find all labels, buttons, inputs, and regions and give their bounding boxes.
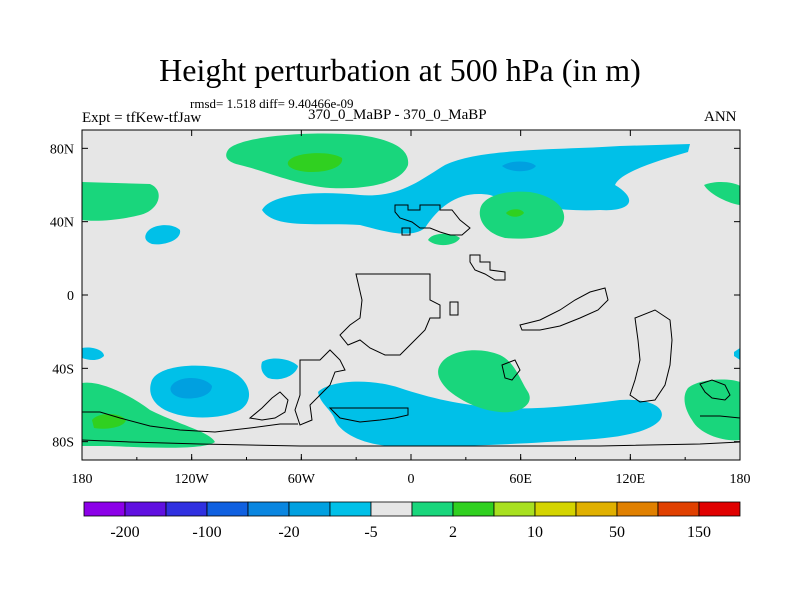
colorbar-label: -20: [278, 524, 299, 541]
colorbar-label: -200: [110, 524, 139, 541]
colorbar-swatch: [698, 501, 741, 517]
coastline: [82, 439, 740, 447]
coastline: [401, 227, 411, 236]
coastline: [248, 391, 289, 421]
coastline: [469, 254, 506, 281]
case-label: 370_0_MaBP - 370_0_MaBP: [308, 107, 487, 123]
lat-tick-label: 40N: [50, 216, 74, 231]
colorbar-swatch: [247, 501, 290, 517]
coastline: [82, 411, 298, 433]
colorbar-swatch: [288, 501, 331, 517]
coastline: [449, 301, 459, 316]
contour-fill-negative-core: [502, 161, 536, 172]
colorbar-swatch: [657, 501, 700, 517]
coastline: [699, 379, 731, 401]
colorbar-swatch: [452, 501, 495, 517]
contour-fills: [82, 133, 740, 448]
longitude-axis: 180 120W 60W 0 60E 120E 180: [72, 130, 751, 487]
colorbar-swatch: [534, 501, 577, 517]
colorbar-label: -5: [364, 524, 377, 541]
season-label: ANN: [704, 109, 737, 125]
lon-tick-label: 180: [730, 472, 751, 487]
lat-tick-label: 80N: [50, 142, 74, 157]
coastline: [519, 287, 609, 331]
contour-fill-negative: [318, 381, 662, 447]
lon-tick-label: 0: [408, 472, 415, 487]
contour-fill-negative: [145, 225, 181, 245]
contour-fill-positive-core: [287, 153, 343, 172]
colorbar-swatch: [329, 501, 372, 517]
contour-fill-negative: [82, 347, 104, 360]
lon-tick-label: 180: [72, 472, 93, 487]
colorbar-swatch: [575, 501, 618, 517]
colorbar-swatch: [206, 501, 249, 517]
lon-tick-label: 60W: [288, 472, 316, 487]
contour-fill-positive: [479, 191, 565, 239]
coastline: [328, 407, 409, 423]
coastline: [394, 204, 471, 236]
experiment-label: Expt = tfKew-tfJaw: [82, 110, 202, 126]
contour-fill-positive-core: [506, 209, 524, 217]
stats-label: rmsd= 1.518 diff= 9.40466e-09: [190, 96, 354, 111]
contour-fill-positive: [82, 382, 215, 448]
colorbar-label: -100: [192, 524, 221, 541]
colorbar-swatch: [370, 501, 413, 517]
contour-fill-positive: [438, 350, 530, 413]
colorbar-label: 10: [527, 524, 543, 541]
lon-tick-label: 120E: [616, 472, 646, 487]
lon-tick-label: 120W: [175, 472, 210, 487]
contour-fill-negative: [734, 348, 740, 360]
colorbar-label: 50: [609, 524, 625, 541]
colorbar-swatch: [124, 501, 167, 517]
colorbar-swatch: [411, 501, 454, 517]
colorbar-swatch: [165, 501, 208, 517]
coastline: [501, 359, 521, 381]
contour-fill-negative: [262, 144, 690, 234]
lat-tick-label: 40S: [52, 362, 74, 377]
contour-fill-negative: [261, 358, 298, 380]
colorbar: -200 -100 -20 -5 2 10 50 150: [83, 501, 741, 541]
coastline: [339, 273, 441, 356]
coastline: [629, 309, 673, 403]
colorbar-swatch: [616, 501, 659, 517]
lat-tick-label: 0: [67, 289, 74, 304]
colorbar-label: 150: [687, 524, 711, 541]
contour-fill-positive: [704, 182, 740, 205]
lat-tick-label: 80S: [52, 436, 74, 451]
contour-fill-negative-core: [170, 377, 212, 399]
plot-title: Height perturbation at 500 hPa (in m): [159, 52, 641, 88]
contour-fill-positive: [684, 379, 740, 441]
contour-fill-positive: [82, 182, 159, 221]
coastline: [294, 349, 346, 426]
colorbar-swatch: [493, 501, 536, 517]
colorbar-label: 2: [449, 524, 457, 541]
latitude-axis: 80N 40N 0 40S 80S: [50, 142, 740, 451]
contour-fill-positive: [428, 233, 460, 246]
coastlines: [82, 204, 740, 447]
lon-tick-label: 60E: [509, 472, 532, 487]
coastline: [700, 415, 740, 419]
colorbar-swatch: [83, 501, 126, 517]
